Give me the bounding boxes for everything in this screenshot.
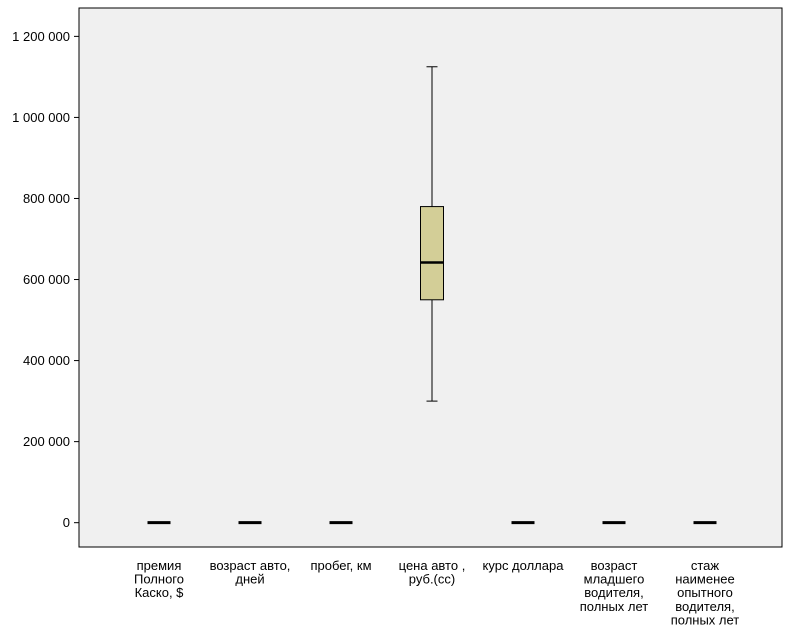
x-category-label-line: премия (137, 558, 182, 573)
iqr-box (420, 206, 444, 301)
x-category-label-line: руб.(сс) (409, 572, 455, 587)
x-category-label-line: водителя, (675, 599, 734, 614)
x-category-label-line: Каско, $ (135, 585, 185, 600)
x-category-label-line: полных лет (671, 612, 740, 627)
x-category-label-line: возраст (591, 558, 638, 573)
x-category-label-line: дней (235, 572, 264, 587)
y-tick-label: 200 000 (23, 434, 70, 449)
x-category-label-line: стаж (691, 558, 720, 573)
x-category-label-line: наименее (675, 572, 734, 587)
x-category-label-line: младшего (584, 572, 645, 587)
x-category-label-line: полных лет (580, 599, 649, 614)
x-category-label: курс доллара (483, 558, 565, 573)
y-tick-label: 0 (63, 515, 70, 530)
box-group (420, 66, 444, 402)
y-axis: 0 200 000 400 000 600 000 800 000 1 000 000 1 … (12, 29, 79, 530)
x-axis-labels: премия Полного Каско, $ возраст авто, дней пр… (134, 558, 739, 627)
boxes (147, 66, 717, 525)
x-category-label: пробег, км (310, 558, 371, 573)
x-category-label: возраст младшего водителя, полных лет (580, 558, 649, 614)
x-category-label-line: опытного (677, 585, 733, 600)
x-category-label-line: возраст авто, (210, 558, 291, 573)
y-tick-label: 800 000 (23, 191, 70, 206)
y-tick-label: 400 000 (23, 353, 70, 368)
x-category-label-line: водителя, (584, 585, 643, 600)
y-tick-label: 600 000 (23, 272, 70, 287)
x-category-label: премия Полного Каско, $ (134, 558, 184, 600)
x-category-label-line: цена авто , (399, 558, 466, 573)
y-tick-label: 1 000 000 (12, 110, 70, 125)
x-category-label-line: курс доллара (483, 558, 565, 573)
x-category-label-line: пробег, км (310, 558, 371, 573)
x-category-label: возраст авто, дней (210, 558, 291, 587)
x-category-label-line: Полного (134, 572, 184, 587)
x-category-label: стаж наименее опытного водителя, полных лет (671, 558, 740, 627)
y-tick-label: 1 200 000 (12, 29, 70, 44)
x-category-label: цена авто , руб.(сс) (399, 558, 466, 587)
